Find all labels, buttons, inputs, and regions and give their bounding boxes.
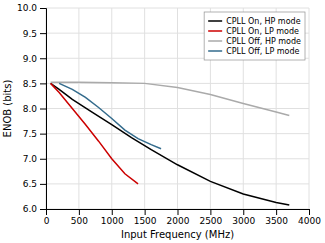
y-tick: 8.5 [23, 79, 46, 89]
plot-area: 0 500 1000 1500 2000 2500 3000 3500 4000 6.0 6.5 7.… [17, 3, 321, 226]
y-tick-mark [40, 209, 46, 210]
legend-label: CPLL Off, HP mode [226, 37, 301, 46]
y-axis-line [40, 9, 47, 210]
y-tick-mark [40, 159, 46, 160]
y-tick: 7.0 [23, 154, 46, 164]
legend-box [204, 12, 305, 60]
x-axis-title: Input Frequency (MHz) [121, 229, 234, 240]
y-tick-mark [40, 8, 46, 9]
y-tick-mark [40, 33, 46, 34]
legend-swatch [208, 40, 222, 42]
y-tick-label: 7.5 [23, 129, 37, 139]
x-tick-label: 3000 [232, 216, 255, 226]
legend-entry: CPLL Off, LP mode [208, 47, 299, 56]
legend-swatch [208, 20, 222, 22]
x-tick-label: 2500 [199, 216, 222, 226]
x-tick: 3500 [265, 209, 288, 226]
legend: CPLL On, HP modeCPLL On, LP modeCPLL Off… [204, 12, 305, 60]
y-grid-line [46, 8, 309, 9]
series-line [51, 83, 138, 184]
x-tick-mark [79, 209, 80, 215]
y-tick: 6.5 [23, 179, 46, 189]
x-tick-mark [276, 209, 277, 215]
y-tick-label: 8.0 [23, 104, 38, 114]
legend-label: CPLL On, HP mode [226, 17, 300, 26]
y-tick: 9.5 [23, 29, 46, 39]
x-tick-label: 3500 [265, 216, 288, 226]
legend-swatch [208, 50, 222, 52]
x-tick-mark [210, 209, 211, 215]
x-tick-mark [309, 209, 310, 215]
y-tick-label: 6.5 [23, 179, 37, 189]
chart: 0 500 1000 1500 2000 2500 3000 3500 4000 6.0 6.5 7.… [0, 0, 325, 243]
x-axis: 0 500 1000 1500 2000 2500 3000 3500 4000 [44, 209, 322, 226]
y-tick: 9.0 [23, 54, 46, 64]
x-tick: 3000 [232, 209, 255, 226]
legend-entry: CPLL On, LP mode [208, 27, 299, 36]
x-tick: 4000 [298, 209, 321, 226]
y-tick-label: 7.0 [23, 154, 38, 164]
x-tick-label: 1500 [134, 216, 157, 226]
legend-swatch [208, 30, 222, 32]
y-tick: 8.0 [23, 104, 46, 114]
y-tick: 6.0 [23, 204, 46, 214]
y-grid-line [46, 183, 309, 184]
x-tick-label: 1000 [101, 216, 124, 226]
y-tick-label: 10.0 [17, 3, 37, 13]
grid [46, 8, 309, 209]
x-tick-mark [112, 209, 113, 215]
y-tick-mark [40, 109, 46, 110]
x-tick-mark [243, 209, 244, 215]
legend-entry: CPLL On, HP mode [208, 17, 300, 26]
series-line [51, 83, 290, 205]
x-tick-label: 2000 [167, 216, 190, 226]
y-tick-mark [40, 134, 46, 135]
x-tick-label: 500 [71, 216, 88, 226]
y-tick-mark [40, 58, 46, 59]
series-group [51, 82, 290, 205]
y-grid-line [46, 133, 309, 134]
y-tick: 10.0 [17, 3, 46, 13]
x-tick: 2500 [199, 209, 222, 226]
x-tick-mark [145, 209, 146, 215]
x-tick: 1500 [134, 209, 157, 226]
x-tick: 500 [71, 209, 88, 226]
y-grid-line [46, 158, 309, 159]
x-tick: 0 [44, 209, 50, 226]
y-axis-title: ENOB (bits) [2, 80, 13, 138]
legend-label: CPLL On, LP mode [226, 27, 299, 36]
x-tick: 1000 [101, 209, 124, 226]
y-tick-label: 9.0 [23, 54, 38, 64]
x-tick: 2000 [167, 209, 190, 226]
legend-label: CPLL Off, LP mode [226, 47, 299, 56]
series-line [59, 83, 161, 148]
x-axis-line [47, 210, 310, 216]
y-axis: 6.0 6.5 7.0 7.5 8.0 8.5 9.0 9.5 10.0 [17, 3, 47, 214]
y-tick: 7.5 [23, 129, 46, 139]
y-tick-mark [40, 83, 46, 84]
x-tick-label: 0 [44, 216, 50, 226]
y-tick-label: 6.0 [23, 204, 38, 214]
y-tick-label: 8.5 [23, 79, 37, 89]
y-tick-label: 9.5 [23, 29, 37, 39]
x-tick-mark [178, 209, 179, 215]
y-tick-mark [40, 184, 46, 185]
x-tick-label: 4000 [298, 216, 321, 226]
legend-entry: CPLL Off, HP mode [208, 37, 301, 46]
